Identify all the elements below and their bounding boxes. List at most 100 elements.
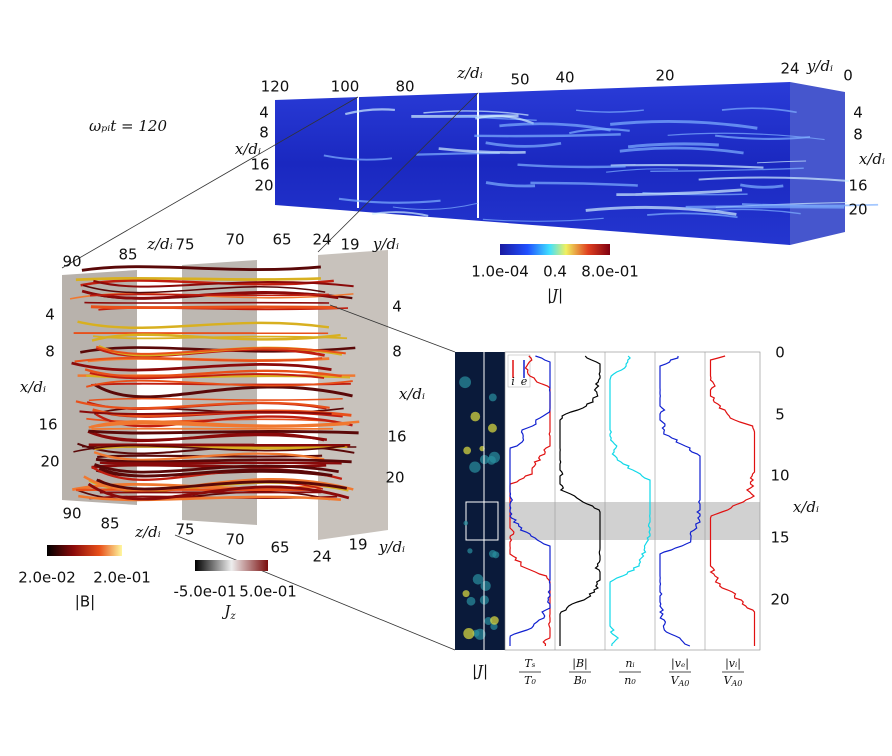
z-tick-label: 85	[118, 246, 137, 264]
denominator-sub: A0	[731, 679, 743, 688]
y-tick-label: 10	[770, 467, 789, 485]
current-streak	[423, 110, 529, 116]
y-tick-label: 20	[770, 591, 789, 609]
current-streak	[650, 167, 804, 172]
column-denominator: VA0	[724, 674, 743, 688]
current-streak	[585, 205, 737, 216]
column-numerator: Tₛ	[524, 657, 535, 670]
time-label: ωₚᵢt = 120	[89, 117, 167, 135]
x-tick-label: 8	[45, 343, 55, 361]
field-line	[98, 467, 333, 478]
field-line	[74, 356, 323, 363]
volume-front	[275, 82, 790, 245]
column-numerator: |vᵢ|	[725, 657, 741, 671]
current-strip	[455, 352, 505, 650]
colorbar	[47, 545, 122, 556]
y-tick-label: 0	[775, 344, 785, 362]
current-streak	[575, 109, 644, 113]
current-blob	[472, 574, 484, 585]
column-numerator: |vₑ|	[671, 657, 689, 671]
field-line	[93, 335, 348, 340]
current-streak	[474, 133, 621, 138]
current-streak	[455, 115, 537, 121]
current-blob	[459, 376, 472, 389]
current-blob	[463, 628, 475, 640]
field-line	[73, 444, 345, 453]
z-tick-label: 40	[555, 69, 574, 87]
colorbar-tick-label: 1.0e-04	[471, 263, 529, 281]
current-blob	[474, 628, 486, 640]
z-axis-label: z/dᵢ	[146, 235, 173, 253]
column-denominator: B₀	[573, 674, 587, 687]
current-blob	[490, 622, 498, 631]
z-tick-label: 80	[395, 78, 414, 96]
connectors	[61, 92, 479, 651]
denominator-main: n₀	[624, 674, 636, 687]
x-tick-label: 20	[254, 177, 273, 195]
current-streak	[475, 114, 535, 125]
legend-label: e	[521, 375, 528, 388]
z-tick-label: 20	[655, 67, 674, 85]
current-streak	[517, 163, 626, 169]
y-axis-label: y/dᵢ	[806, 57, 833, 75]
x-tick-label: 16	[38, 416, 57, 434]
current-streak	[610, 163, 764, 169]
x-tick-label: 4	[45, 306, 55, 324]
x-tick-label: 8	[392, 343, 402, 361]
column-denominator: VA0	[671, 674, 690, 688]
field-line	[78, 494, 342, 502]
x-tick-label: 4	[259, 104, 269, 122]
y-tick-label: 24	[312, 231, 331, 249]
slice	[318, 250, 388, 540]
column-label: |J|	[472, 662, 488, 680]
current-streak	[482, 217, 604, 222]
column-denominator: n₀	[624, 674, 636, 687]
x-tick-label: 8	[259, 124, 269, 142]
current-blob	[490, 616, 499, 625]
current-streak	[698, 176, 849, 183]
highlight-band	[505, 502, 760, 540]
y-tick-label: 15	[770, 529, 789, 547]
current-blob	[462, 590, 470, 598]
current-streak	[344, 108, 395, 116]
current-streak	[485, 141, 562, 148]
y-axis-label: x/dᵢ	[793, 498, 819, 516]
x-axis-label: x/dᵢ	[20, 378, 46, 396]
y-tick-label: 19	[348, 536, 367, 554]
current-blob	[487, 423, 497, 433]
colorbar-tick-label: 5.0e-01	[239, 583, 297, 601]
field-line	[95, 345, 346, 355]
y-tick-label: 24	[780, 60, 799, 78]
z-tick-label: 75	[175, 521, 194, 539]
profile-curve	[659, 355, 701, 647]
denominator-sub: A0	[678, 679, 690, 688]
y-axis-label: y/dᵢ	[372, 235, 399, 253]
current-streak	[627, 142, 719, 149]
field-line	[81, 265, 321, 272]
x-tick-label: 20	[40, 453, 59, 471]
field-line	[71, 361, 332, 372]
z-tick-label: 100	[331, 78, 360, 96]
colorbar-tick-label: 2.0e-02	[18, 569, 76, 587]
field-line	[75, 276, 321, 282]
field-line	[93, 463, 339, 474]
z-tick-label: 85	[100, 515, 119, 533]
x-tick-label: 20	[848, 201, 867, 219]
column-numerator: nᵢ	[625, 657, 634, 670]
field-line	[82, 284, 326, 294]
current-streak	[715, 208, 801, 215]
x-axis-label: x/dᵢ	[859, 150, 885, 168]
denominator-main: B₀	[573, 674, 587, 687]
current-volume	[275, 82, 879, 245]
field-line-volume	[62, 250, 388, 540]
current-streak	[721, 107, 797, 114]
field-line	[79, 410, 332, 416]
field-line	[89, 293, 329, 297]
current-streak	[685, 205, 845, 209]
current-blob	[463, 446, 472, 455]
field-line	[93, 279, 354, 288]
colorbar-tick-label: 2.0e-01	[93, 569, 151, 587]
z-tick-label: 65	[270, 539, 289, 557]
field-line	[95, 457, 352, 464]
